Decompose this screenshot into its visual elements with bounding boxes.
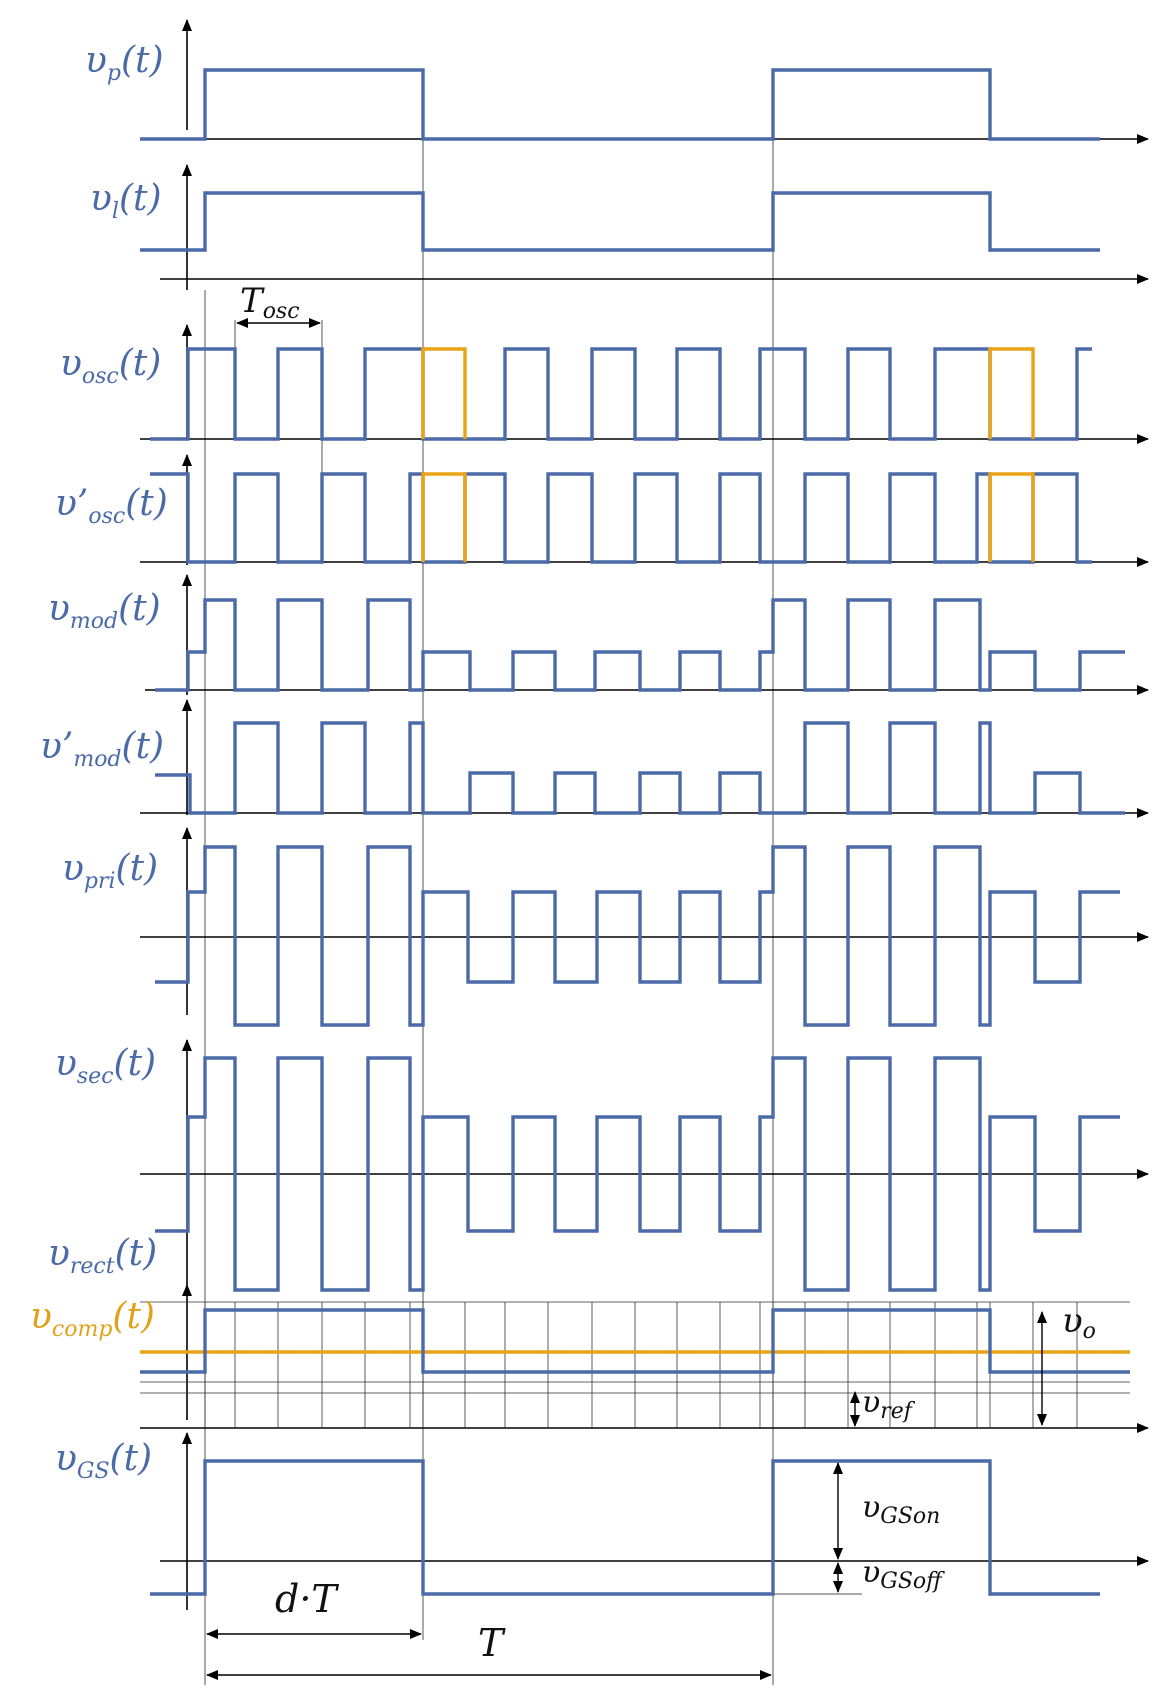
signal-vosc2-highlight-2 — [988, 472, 1035, 562]
label-vref: υref — [862, 1385, 916, 1424]
signal-vgs — [150, 1459, 1100, 1596]
signal-vpri — [155, 845, 1120, 1027]
label-vosc2: υ’osc(t) — [55, 483, 168, 529]
label-vgs: υGS(t) — [55, 1438, 152, 1484]
signal-vrect — [140, 1308, 1130, 1374]
signal-vosc — [150, 347, 1092, 441]
signal-vmod2 — [155, 721, 1125, 815]
signal-vosc-highlight-1 — [421, 347, 467, 439]
label-dt: d·T — [275, 1577, 339, 1621]
label-vcomp: υcomp(t) — [30, 1296, 155, 1342]
dimension-markers — [206, 318, 1047, 1680]
label-vpri: υpri(t) — [62, 848, 158, 894]
label-vosc: υosc(t) — [60, 343, 161, 389]
label-vp: υp(t) — [85, 40, 164, 86]
label-vo: υo — [1062, 1301, 1096, 1344]
signals — [140, 68, 1130, 1596]
label-vgsoff: υGSoff — [862, 1555, 945, 1594]
label-vmod2: υ’mod(t) — [40, 726, 164, 772]
signal-vosc-highlight-2 — [988, 347, 1035, 439]
signal-vsec — [155, 1056, 1120, 1292]
label-vrect: υrect(t) — [48, 1233, 157, 1279]
signal-vosc2-highlight-1 — [421, 472, 467, 562]
signal-vp — [140, 68, 1100, 141]
annotation-labels: Tosc υo υref υGSon υGSoff d·T T — [240, 281, 1096, 1665]
signal-vmod — [155, 598, 1125, 692]
label-period: T — [478, 1621, 506, 1665]
label-tosc: Tosc — [240, 281, 300, 324]
comparator-grid — [140, 1301, 1130, 1428]
signal-vl — [140, 191, 1100, 252]
signal-labels: υp(t) υl(t) υosc(t) υ’osc(t) υmod(t) υ’m… — [30, 40, 168, 1484]
label-vgson: υGSon — [862, 1490, 940, 1529]
label-vmod: υmod(t) — [48, 588, 161, 634]
reference-lines — [204, 130, 774, 1685]
label-vl: υl(t) — [90, 178, 162, 224]
label-vsec: υsec(t) — [55, 1043, 156, 1089]
signal-vosc2 — [150, 472, 1092, 564]
